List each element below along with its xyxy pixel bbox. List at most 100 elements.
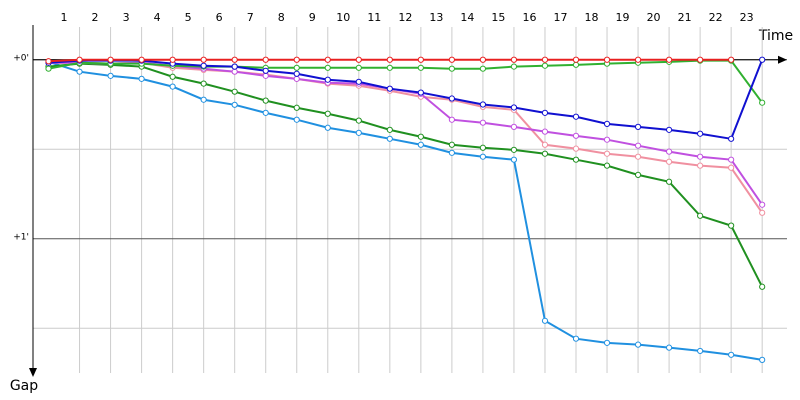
data-point bbox=[107, 56, 114, 63]
data-point bbox=[665, 344, 673, 351]
data-point bbox=[572, 156, 580, 163]
data-point bbox=[665, 56, 673, 63]
y-axis-arrow bbox=[29, 368, 37, 377]
data-point bbox=[479, 65, 487, 72]
series-line bbox=[48, 59, 763, 104]
data-point bbox=[572, 113, 580, 120]
data-point bbox=[572, 132, 580, 139]
series-line bbox=[48, 60, 763, 361]
data-point bbox=[510, 56, 518, 63]
data-point bbox=[634, 142, 642, 149]
data-point bbox=[448, 149, 455, 156]
data-point bbox=[479, 153, 487, 160]
data-point bbox=[728, 56, 735, 63]
x-tick-label: 6 bbox=[216, 11, 223, 24]
data-point bbox=[324, 56, 331, 63]
x-tick-label: 5 bbox=[185, 11, 192, 24]
data-point bbox=[386, 64, 393, 71]
data-point bbox=[293, 116, 300, 123]
data-point bbox=[324, 64, 331, 71]
data-point bbox=[634, 56, 642, 63]
data-point bbox=[231, 56, 238, 63]
x-tick-label: 22 bbox=[709, 11, 723, 24]
data-point bbox=[231, 101, 238, 108]
data-point bbox=[728, 351, 735, 358]
data-point bbox=[448, 95, 455, 102]
data-point bbox=[759, 99, 766, 106]
data-point bbox=[417, 133, 424, 140]
data-point bbox=[665, 126, 673, 133]
data-point bbox=[107, 72, 114, 79]
series-line bbox=[48, 61, 764, 214]
x-tick-label: 4 bbox=[154, 11, 161, 24]
data-point bbox=[231, 88, 238, 95]
data-point bbox=[231, 63, 238, 70]
data-point bbox=[324, 76, 331, 83]
data-point bbox=[45, 65, 52, 72]
data-point bbox=[759, 56, 766, 63]
data-point bbox=[262, 56, 269, 63]
data-point bbox=[417, 89, 424, 96]
data-point bbox=[634, 123, 642, 130]
data-point bbox=[510, 146, 518, 153]
data-point bbox=[169, 83, 176, 90]
data-point bbox=[293, 70, 300, 77]
y-tick-label: +1' bbox=[13, 232, 29, 242]
x-tick-label: 18 bbox=[585, 11, 599, 24]
data-point bbox=[355, 56, 362, 63]
data-point bbox=[417, 64, 424, 71]
data-point bbox=[728, 164, 735, 171]
data-point bbox=[386, 126, 393, 133]
data-point bbox=[386, 135, 393, 142]
data-point bbox=[479, 56, 487, 63]
data-point bbox=[603, 120, 611, 127]
data-point bbox=[262, 109, 269, 116]
data-point bbox=[138, 75, 145, 82]
data-point bbox=[665, 178, 673, 185]
x-tick-label: 11 bbox=[367, 11, 381, 24]
x-tick-label: 1 bbox=[61, 11, 68, 24]
data-point bbox=[324, 124, 331, 131]
data-point bbox=[510, 63, 518, 70]
data-point bbox=[541, 128, 549, 135]
data-point bbox=[697, 347, 704, 355]
data-point bbox=[262, 72, 269, 79]
data-point bbox=[728, 135, 735, 142]
x-axis-arrow bbox=[778, 55, 787, 64]
data-point bbox=[448, 116, 455, 123]
data-point bbox=[572, 61, 580, 68]
data-point bbox=[603, 136, 611, 143]
data-point bbox=[541, 317, 549, 324]
data-point bbox=[231, 68, 238, 75]
data-point bbox=[479, 144, 487, 151]
data-point bbox=[448, 141, 455, 148]
data-point bbox=[510, 123, 518, 130]
x-tick-label: 12 bbox=[398, 11, 412, 24]
series-line bbox=[48, 62, 764, 288]
x-tick-label: 23 bbox=[740, 11, 754, 24]
data-point bbox=[355, 78, 362, 85]
data-point bbox=[293, 75, 300, 82]
data-point bbox=[293, 56, 300, 63]
data-point bbox=[697, 130, 704, 137]
data-point bbox=[448, 56, 455, 63]
data-point bbox=[417, 56, 424, 63]
x-tick-label: 7 bbox=[247, 11, 254, 24]
data-point bbox=[603, 56, 611, 63]
x-tick-label: 14 bbox=[460, 11, 474, 24]
data-point bbox=[572, 145, 580, 152]
x-tick-label: 16 bbox=[522, 11, 536, 24]
data-point bbox=[417, 141, 424, 148]
data-point bbox=[541, 62, 549, 69]
data-point bbox=[541, 150, 549, 157]
data-point bbox=[76, 68, 83, 75]
data-point bbox=[45, 58, 52, 65]
data-point bbox=[759, 356, 766, 363]
data-point bbox=[355, 117, 362, 124]
data-point bbox=[76, 56, 83, 63]
data-point bbox=[510, 104, 518, 111]
data-point bbox=[479, 101, 487, 108]
data-point bbox=[355, 129, 362, 136]
x-tick-label: 3 bbox=[123, 11, 130, 24]
